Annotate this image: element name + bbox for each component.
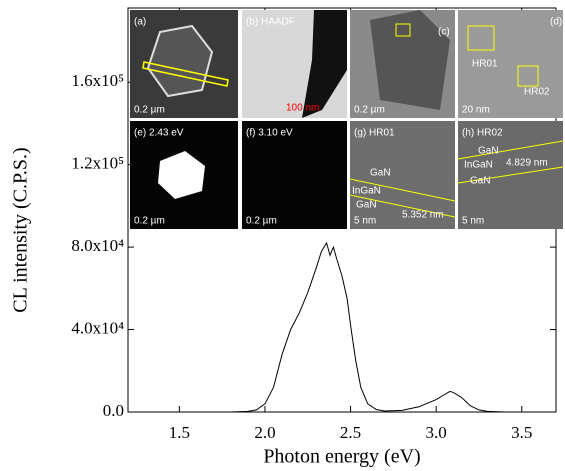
x-axis-title: Photon energy (eV): [263, 446, 420, 468]
y-tick-label: 1.2x10⁵: [71, 154, 124, 173]
inset-label: (h) HR02: [462, 128, 503, 139]
inset-label: (e) 2.43 eV: [134, 128, 184, 139]
roi-box: [467, 25, 495, 51]
layer-line: [457, 140, 564, 160]
y-axis-title: CL intensity (C.P.S.): [10, 147, 32, 312]
inset-label: GaN: [370, 168, 391, 179]
x-tick-label: 2.5: [340, 423, 361, 442]
particle: [370, 10, 450, 110]
y-tick-label: 0.0: [103, 401, 124, 420]
roi-box: [517, 65, 539, 87]
inset-image: [458, 10, 563, 118]
inset-label: 5.352 nm: [402, 210, 444, 221]
hexagon: [146, 24, 214, 98]
inset-label: 0.2 µm: [134, 105, 165, 116]
roi-box: [395, 23, 411, 37]
inset-panel: (g) HR01 GaN InGaN GaN 5.352 nm 5 nm: [349, 121, 456, 229]
inset-image: [350, 121, 455, 229]
y-tick-label: 4.0x10⁴: [71, 318, 124, 337]
line-scan-box: [142, 61, 229, 87]
inset-label: (f) 3.10 eV: [246, 128, 293, 139]
inset-label: (c): [438, 27, 450, 38]
inset-panel: (h) HR02 GaN InGaN 4.829 nm GaN 5 nm: [457, 121, 564, 229]
inset-label: 5 nm: [354, 216, 376, 227]
inset-panel: (e) 2.43 eV 0.2 µm: [130, 121, 238, 229]
dark-region: [302, 10, 347, 118]
inset-panel: (a) 0.2 µm: [130, 10, 238, 118]
y-tick-label: 1.6x10⁵: [71, 71, 124, 90]
bright-spot: [158, 151, 205, 199]
inset-panel: (b) HAADF 100 nm: [242, 10, 347, 118]
inset-label: InGaN: [352, 186, 381, 197]
y-tick-label: 8.0x10⁴: [71, 236, 124, 255]
inset-label: 0.2 µm: [354, 105, 385, 116]
x-tick-label: 3.5: [511, 423, 532, 442]
inset-label: GaN: [356, 200, 377, 211]
spectrum-line: [128, 241, 556, 413]
layer-line: [457, 166, 564, 184]
inset-label: GaN: [470, 176, 491, 187]
inset-label: HR01: [472, 59, 498, 70]
inset-label: (a): [134, 17, 146, 28]
inset-label: (b) HAADF: [246, 17, 295, 28]
inset-label: 0.2 µm: [246, 216, 277, 227]
x-tick-label: 1.5: [169, 423, 190, 442]
inset-label: (d): [550, 17, 562, 28]
inset-label: (g) HR01: [354, 128, 395, 139]
inset-panel: (d) HR01 HR02 20 nm: [458, 10, 563, 118]
inset-label: GaN: [478, 146, 499, 157]
x-tick-label: 2.0: [254, 423, 275, 442]
layer-line: [349, 178, 456, 202]
layer-line: [349, 194, 456, 218]
inset-label: 5 nm: [462, 216, 484, 227]
inset-label: 0.2 µm: [134, 216, 165, 227]
inset-label: HR02: [524, 87, 550, 98]
inset-label: InGaN: [464, 160, 493, 171]
inset-label: 4.829 nm: [506, 158, 548, 169]
x-tick-label: 3.0: [426, 423, 447, 442]
inset-label: 20 nm: [462, 105, 490, 116]
inset-image: [242, 121, 347, 229]
inset-label: 100 nm: [286, 103, 319, 114]
inset-panel: (f) 3.10 eV 0.2 µm: [242, 121, 347, 229]
inset-panel: (c) 0.2 µm: [350, 10, 455, 118]
